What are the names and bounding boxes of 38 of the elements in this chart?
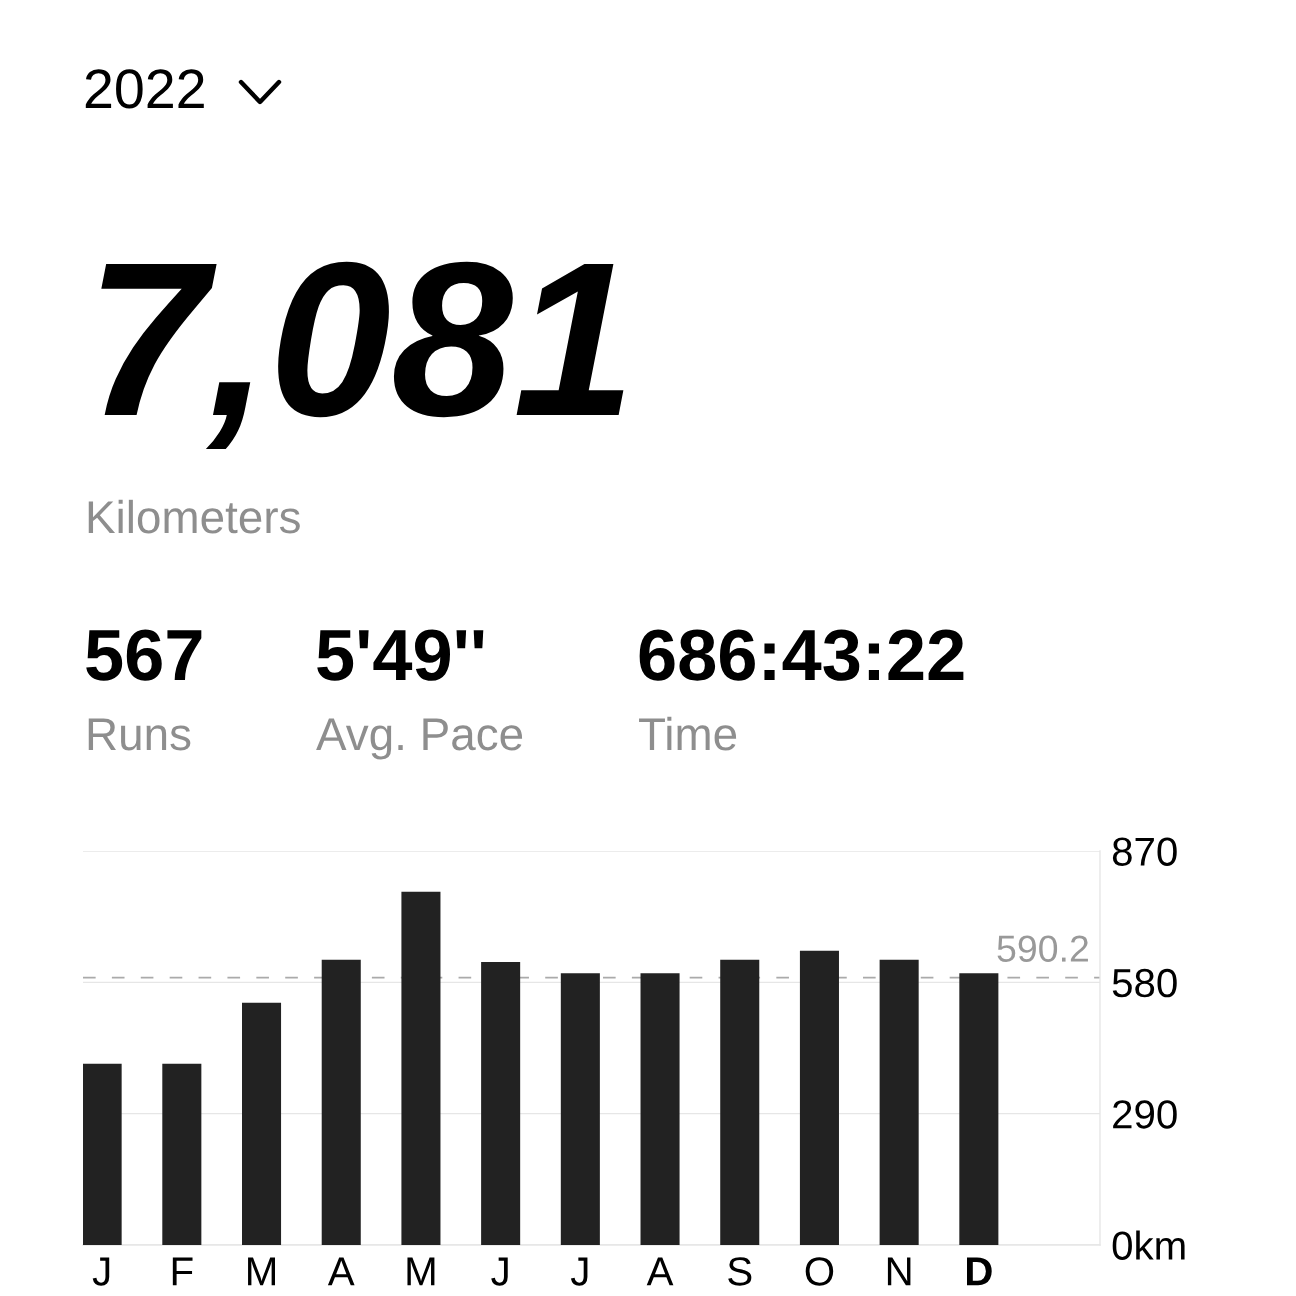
x-tick-label: O: [805, 1257, 834, 1286]
bar: [481, 961, 521, 1245]
text: 7,081: [101, 261, 624, 449]
x-tick-label: J: [92, 1257, 110, 1286]
bar: [321, 959, 361, 1245]
x-tick-label: A: [327, 1257, 355, 1286]
bar: [799, 950, 839, 1245]
x-tick-label: N: [887, 1257, 911, 1286]
text: Runs: [88, 718, 191, 751]
bar: [401, 891, 441, 1245]
x-tick-label: D: [967, 1257, 992, 1286]
x-tick-label: F: [172, 1257, 193, 1286]
y-tick-label: 870: [1112, 837, 1177, 866]
bar: [560, 973, 600, 1245]
bar: [162, 1063, 202, 1245]
y-tick-label: 580: [1112, 968, 1177, 998]
x-tick-label: M: [407, 1257, 435, 1286]
text: 5'49'': [317, 629, 484, 681]
bar: [242, 1002, 282, 1245]
y-tick-label: 290: [1113, 1100, 1177, 1129]
ref-line-label: 590.2: [997, 935, 1088, 962]
text: 567: [86, 629, 202, 681]
bar: [640, 973, 680, 1245]
x-tick-label: S: [728, 1257, 752, 1286]
bar: [720, 959, 760, 1245]
text: Kilometers: [88, 499, 300, 534]
x-tick-label: A: [646, 1257, 674, 1286]
x-tick-label: J: [570, 1257, 588, 1286]
bar: [959, 973, 999, 1245]
text: 686:43:22: [639, 629, 964, 681]
x-tick-label: J: [491, 1257, 508, 1286]
bar: [83, 1063, 122, 1245]
x-tick-label: M: [248, 1257, 275, 1286]
chart-title: 2022: [85, 69, 204, 109]
bar: [879, 959, 919, 1245]
text: Time: [639, 716, 737, 751]
y-tick-label: 0km: [1112, 1230, 1185, 1260]
text: Avg. Pace: [316, 718, 523, 760]
